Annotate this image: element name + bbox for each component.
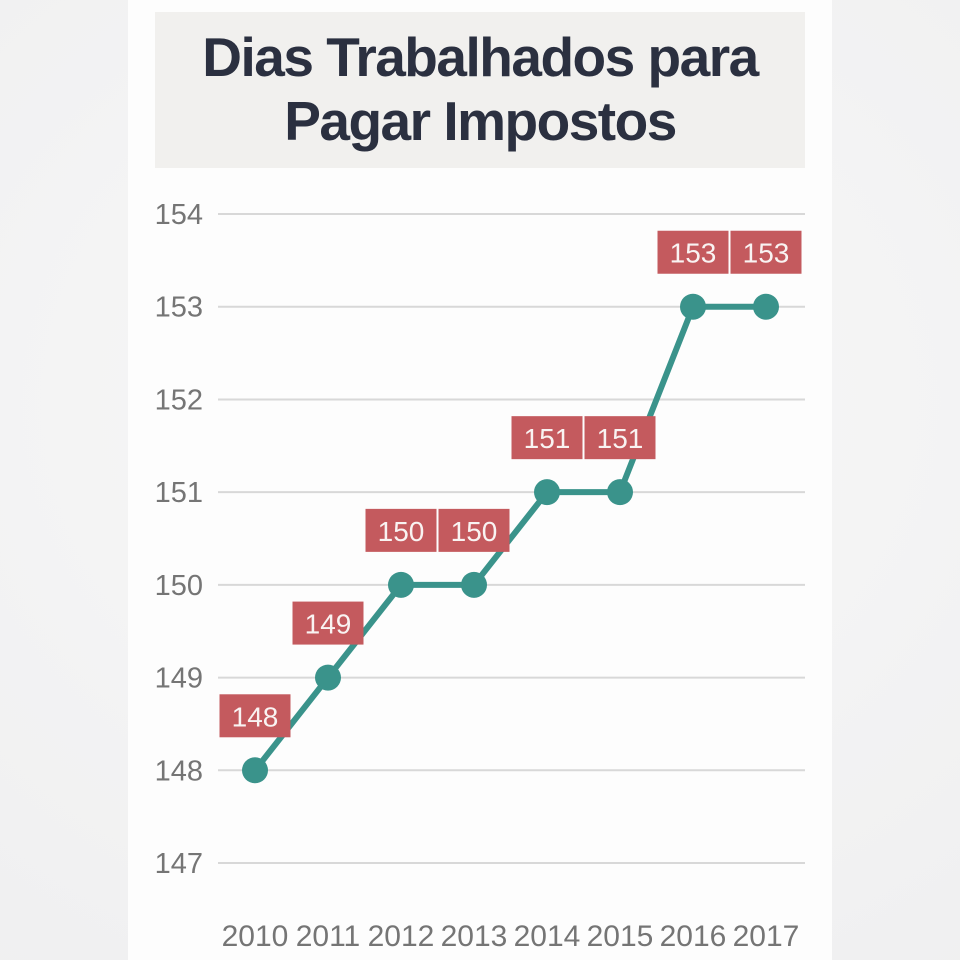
point-label-text: 150 [451,516,498,547]
data-point [388,571,414,598]
chart-title-line-2: Pagar Impostos [284,90,677,152]
y-tick-label: 152 [155,384,203,416]
point-label-box [365,508,437,552]
point-label-text: 151 [597,423,644,454]
x-tick-label: 2017 [733,920,800,953]
point-label-box [584,416,656,460]
data-point [753,293,779,320]
y-tick-label: 147 [155,848,203,880]
x-tick-label: 2010 [222,920,289,953]
data-point [607,479,633,506]
data-line [252,303,766,773]
point-label-text: 149 [305,609,352,640]
chart-title-line-1: Dias Trabalhados para [202,26,759,89]
point-label-box [657,230,729,274]
point-label-box [438,508,510,552]
y-tick-label: 151 [155,477,203,509]
title-banner: Dias Trabalhados para Pagar Impostos [155,12,805,168]
data-point [242,757,268,784]
data-point [461,571,487,598]
x-tick-label: 2012 [368,920,435,953]
data-point [680,293,706,320]
x-tick-label: 2014 [514,920,581,953]
point-label-box [292,601,364,645]
point-label-text: 148 [232,701,279,732]
point-label-text: 150 [378,516,425,547]
point-label-text: 153 [670,238,717,269]
x-tick-label: 2011 [296,920,361,953]
point-label-text: 151 [524,423,571,454]
data-point [534,479,560,506]
y-tick-label: 154 [155,199,203,231]
point-label-text: 153 [743,238,790,269]
point-label-box [730,230,802,274]
x-tick-label: 2013 [441,920,508,953]
point-label-box [511,416,583,460]
y-tick-label: 149 [155,663,203,695]
y-tick-label: 153 [155,292,203,324]
x-tick-label: 2015 [587,920,654,953]
x-tick-label: 2016 [660,920,727,953]
data-point [315,664,341,691]
y-tick-label: 150 [155,570,203,602]
y-tick-label: 148 [155,755,203,787]
point-label-box [219,694,291,738]
